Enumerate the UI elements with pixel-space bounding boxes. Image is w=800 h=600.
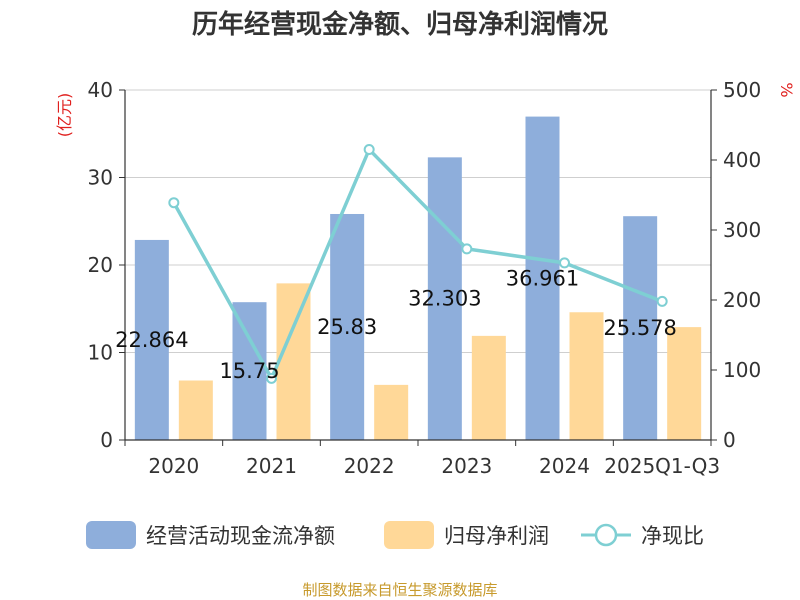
ratio-point bbox=[168, 197, 180, 209]
legend-marker bbox=[594, 523, 618, 547]
right-tick-label: 400 bbox=[723, 148, 761, 172]
ratio-point bbox=[461, 243, 473, 255]
bar-profit bbox=[667, 327, 702, 440]
left-tick-label: 10 bbox=[88, 341, 113, 365]
legend-swatch bbox=[384, 521, 434, 549]
bar-profit bbox=[471, 335, 506, 440]
right-tick-label: 0 bbox=[723, 428, 736, 452]
legend: 经营活动现金流净额 归母净利润 净现比 bbox=[86, 521, 704, 549]
data-label: 15.75 bbox=[219, 359, 279, 383]
x-tick-label: 2024 bbox=[539, 454, 590, 478]
source-note: 制图数据来自恒生聚源数据库 bbox=[302, 581, 497, 599]
ratio-point bbox=[656, 295, 668, 307]
legend-swatch bbox=[86, 521, 136, 549]
ratio-point bbox=[266, 372, 277, 384]
ratio-point bbox=[363, 144, 375, 155]
x-tick-label: 2021 bbox=[246, 454, 297, 478]
ratio-line-path bbox=[172, 147, 663, 381]
data-label: 32.303 bbox=[408, 287, 481, 311]
x-tick-label: 2025Q1-Q3 bbox=[604, 454, 720, 478]
legend-label: 归母净利润 bbox=[444, 524, 549, 548]
bar-cashflow bbox=[427, 157, 462, 440]
left-tick-label: 20 bbox=[88, 253, 113, 277]
data-label: 25.578 bbox=[603, 316, 676, 340]
data-labels: 22.864 15.75 25.83 32.303 36.961 25.578 bbox=[115, 266, 677, 383]
x-tick-label: 2022 bbox=[344, 454, 395, 478]
right-axis-unit: % bbox=[777, 82, 796, 97]
left-tick-label: 40 bbox=[88, 78, 113, 102]
left-axis-unit: (亿元) bbox=[55, 93, 74, 138]
right-tick-label: 300 bbox=[723, 218, 761, 242]
bar-profit bbox=[276, 283, 311, 440]
x-tick-label: 2020 bbox=[148, 454, 199, 478]
bar-profit bbox=[569, 312, 604, 440]
bar-cashflow bbox=[525, 116, 560, 440]
data-label: 25.83 bbox=[317, 315, 377, 339]
legend-label: 经营活动现金流净额 bbox=[146, 524, 335, 548]
right-tick-label: 200 bbox=[723, 288, 761, 312]
bar-cashflow bbox=[330, 213, 365, 440]
ratio-line bbox=[168, 144, 668, 384]
data-label: 36.961 bbox=[506, 266, 579, 290]
bars bbox=[134, 116, 702, 440]
bar-cashflow bbox=[134, 239, 169, 440]
ratio-point bbox=[559, 257, 570, 269]
chart-title: 历年经营现金净额、归母净利润情况 bbox=[192, 9, 608, 40]
legend-label: 净现比 bbox=[641, 524, 704, 548]
left-tick-label: 0 bbox=[100, 428, 113, 452]
data-label: 22.864 bbox=[115, 328, 188, 352]
bar-profit bbox=[178, 380, 213, 440]
right-tick-label: 500 bbox=[723, 78, 761, 102]
x-tick-label: 2023 bbox=[441, 454, 492, 478]
bar-profit bbox=[374, 384, 409, 440]
bar-cashflow bbox=[232, 302, 267, 440]
bar-cashflow bbox=[623, 216, 658, 440]
left-tick-label: 30 bbox=[88, 166, 113, 190]
grid-lines bbox=[125, 89, 711, 353]
right-tick-label: 100 bbox=[723, 358, 761, 382]
